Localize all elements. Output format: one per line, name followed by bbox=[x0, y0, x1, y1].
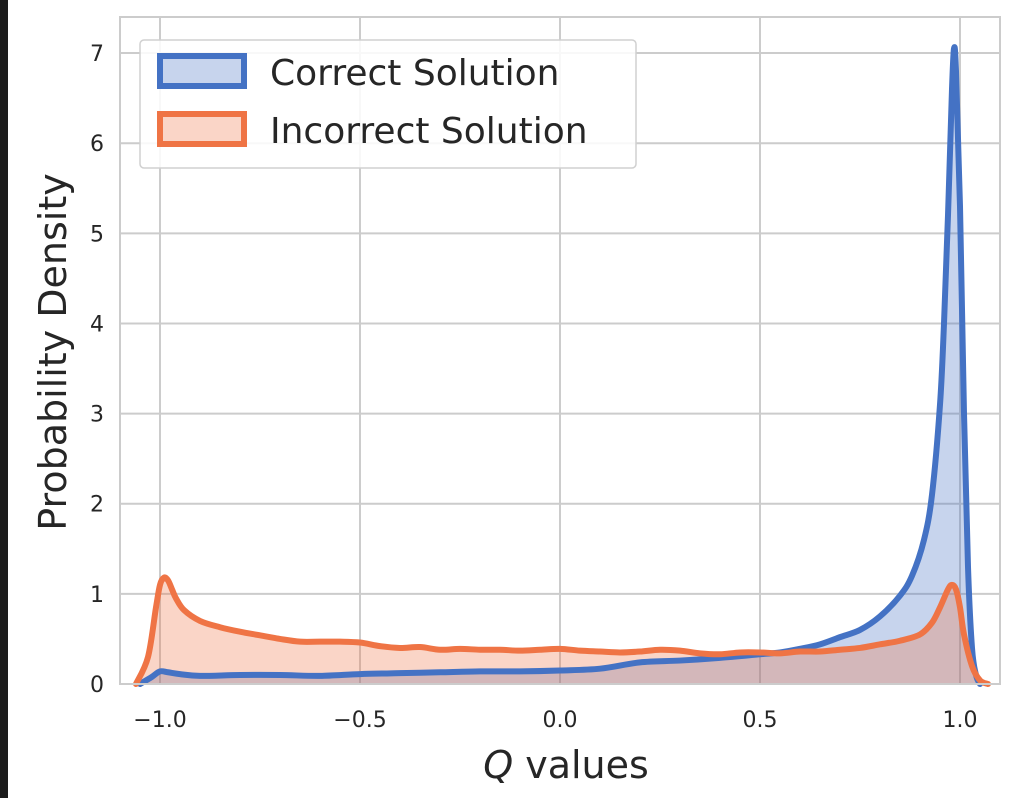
x-axis-variable: Q bbox=[483, 743, 513, 787]
x-axis-label: Q values bbox=[483, 743, 649, 787]
y-tick-label: 3 bbox=[90, 403, 104, 428]
x-tick-label: −1.0 bbox=[133, 708, 186, 733]
legend-swatch bbox=[157, 111, 247, 147]
y-tick-label: 5 bbox=[90, 222, 104, 247]
legend-label: Incorrect Solution bbox=[270, 111, 588, 152]
legend-box bbox=[139, 39, 637, 169]
plot-frame bbox=[119, 16, 1001, 685]
series-1-area bbox=[136, 577, 988, 684]
y-tick-label: 6 bbox=[90, 132, 104, 157]
x-tick-label: 1.0 bbox=[943, 708, 978, 733]
x-tick-labels: −1.0 −0.5 0.0 0.5 1.0 bbox=[133, 708, 977, 733]
density-chart: −1.0 −0.5 0.0 0.5 1.0 0 1 2 3 4 5 6 7 Q values Prob… bbox=[31, 16, 1001, 787]
y-tick-label: 0 bbox=[90, 673, 104, 698]
figure: −1.0 −0.5 0.0 0.5 1.0 0 1 2 3 4 5 6 7 Q values Prob… bbox=[8, 0, 1028, 798]
axes bbox=[119, 16, 1001, 685]
y-axis-label: Probability Density bbox=[31, 173, 75, 530]
y-tick-labels: 0 1 2 3 4 5 6 7 bbox=[90, 42, 104, 698]
y-tick-label: 2 bbox=[90, 493, 104, 518]
x-tick-label: 0.0 bbox=[543, 708, 578, 733]
y-tick-label: 1 bbox=[90, 583, 104, 608]
series-0-area bbox=[140, 47, 980, 685]
series-0-line bbox=[137, 44, 983, 687]
data-area bbox=[133, 44, 991, 687]
x-tick-label: 0.5 bbox=[743, 708, 778, 733]
series-1-line bbox=[133, 574, 991, 687]
legend: Correct Solution Incorrect Solution bbox=[139, 39, 637, 169]
legend-label: Correct Solution bbox=[270, 53, 560, 94]
legend-swatch bbox=[157, 53, 247, 89]
x-axis-label-text: values bbox=[513, 743, 649, 787]
y-tick-label: 7 bbox=[90, 42, 104, 67]
y-tick-label: 4 bbox=[90, 312, 104, 337]
x-tick-label: −0.5 bbox=[333, 708, 386, 733]
